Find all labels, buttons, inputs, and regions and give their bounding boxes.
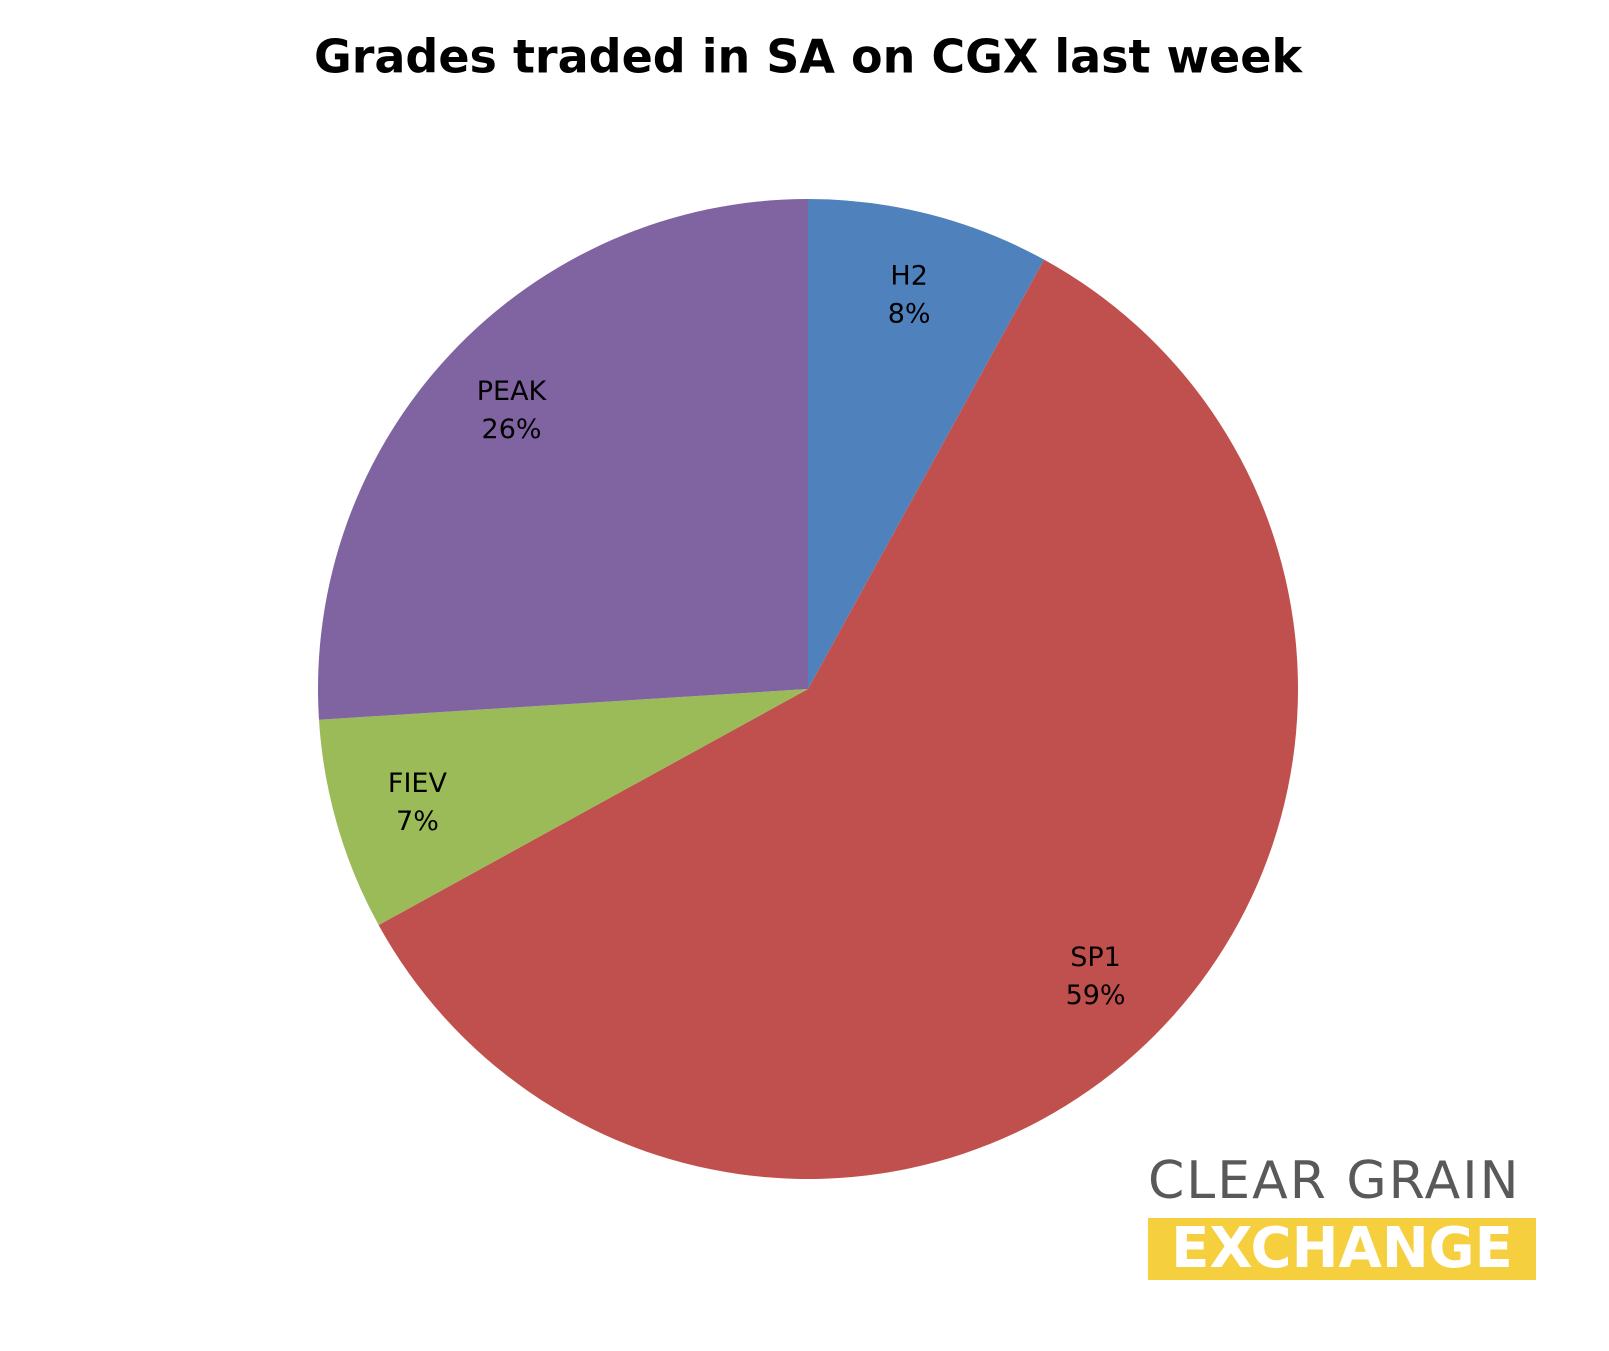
slice <box>318 689 808 926</box>
slice-label-name: FIEV <box>388 768 448 799</box>
slice-label-value: 26% <box>482 414 542 445</box>
slice-label-name: PEAK <box>477 376 548 407</box>
logo: CLEAR GRAIN EXCHANGE <box>1148 1151 1536 1281</box>
slice <box>378 259 1299 1179</box>
slice-label-value: 7% <box>396 806 439 837</box>
slice-label-name: SP1 <box>1070 942 1121 973</box>
slice-label-name: H2 <box>890 261 927 292</box>
logo-line2: EXCHANGE <box>1171 1216 1513 1281</box>
slice-label-value: 8% <box>888 299 931 330</box>
chart-title: Grades traded in SA on CGX last week <box>314 30 1304 84</box>
slice <box>808 199 1045 689</box>
logo-line1: CLEAR GRAIN <box>1148 1151 1521 1211</box>
slice-label-value: 59% <box>1066 980 1126 1011</box>
slice-labels: H2 8% SP1 59% FIEV 7% PEAK 26% <box>388 261 1126 1012</box>
slice <box>318 199 808 720</box>
pie <box>318 199 1299 1179</box>
logo-band <box>1148 1218 1536 1280</box>
